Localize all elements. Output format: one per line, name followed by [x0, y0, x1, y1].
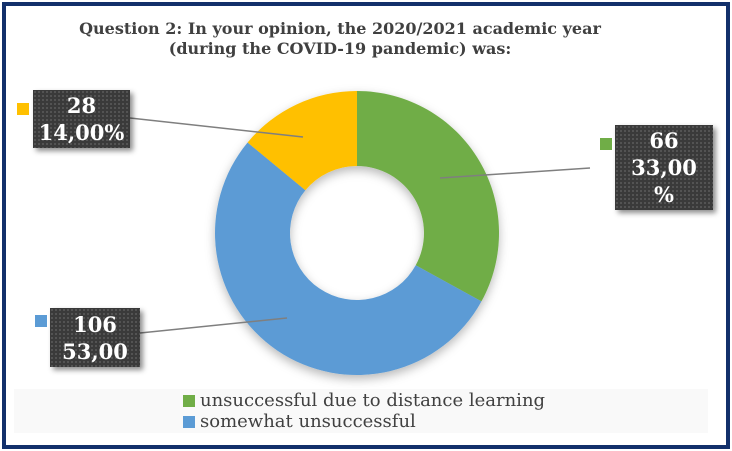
data-label-count: 66 — [649, 128, 679, 153]
donut-segment-somewhat-unsuccessful — [215, 142, 482, 376]
data-label-green-segment: 66 33,00 % — [615, 125, 713, 210]
leader-line-yellow-segment — [129, 117, 304, 138]
legend-key-blue-icon — [183, 415, 195, 428]
leader-line-blue-segment — [139, 317, 288, 334]
donut-segment-2 — [247, 91, 357, 191]
data-label-key-yellow — [17, 103, 29, 115]
data-label-blue-segment: 106 53,00 — [50, 308, 140, 367]
data-label-key-blue — [35, 315, 47, 327]
donut-ring — [215, 91, 500, 376]
leader-line-green-segment — [439, 167, 591, 179]
data-label-percent: 53,00 — [62, 338, 128, 364]
data-label-count: 106 — [73, 311, 117, 337]
donut-segment-unsuccessful-due-to-distance-learning — [357, 91, 500, 302]
leader-lines — [129, 117, 591, 334]
legend-label: unsuccessful due to distance learning — [200, 390, 546, 411]
chart-title-line-2: (during the COVID-19 pandemic) was: — [168, 39, 512, 58]
legend-label: somewhat unsuccessful — [200, 411, 416, 432]
legend: unsuccessful due to distance learning so… — [14, 389, 708, 433]
chart-title-line-1: Question 2: In your opinion, the 2020/20… — [79, 19, 601, 38]
legend-items: unsuccessful due to distance learning so… — [183, 390, 545, 432]
legend-item-unsuccessful-distance: unsuccessful due to distance learning — [183, 390, 545, 411]
data-label-percent: 14,00% — [38, 120, 125, 145]
data-label-yellow-segment: 28 14,00% — [33, 90, 130, 148]
legend-key-green-icon — [183, 394, 195, 407]
chart-title: Question 2: In your opinion, the 2020/20… — [0, 19, 680, 59]
legend-item-somewhat-unsuccessful: somewhat unsuccessful — [183, 411, 545, 432]
data-label-key-green — [600, 138, 612, 150]
data-label-percent-sign: % — [654, 182, 674, 207]
data-label-percent: 33,00 — [631, 155, 697, 180]
data-label-count: 28 — [66, 93, 97, 118]
